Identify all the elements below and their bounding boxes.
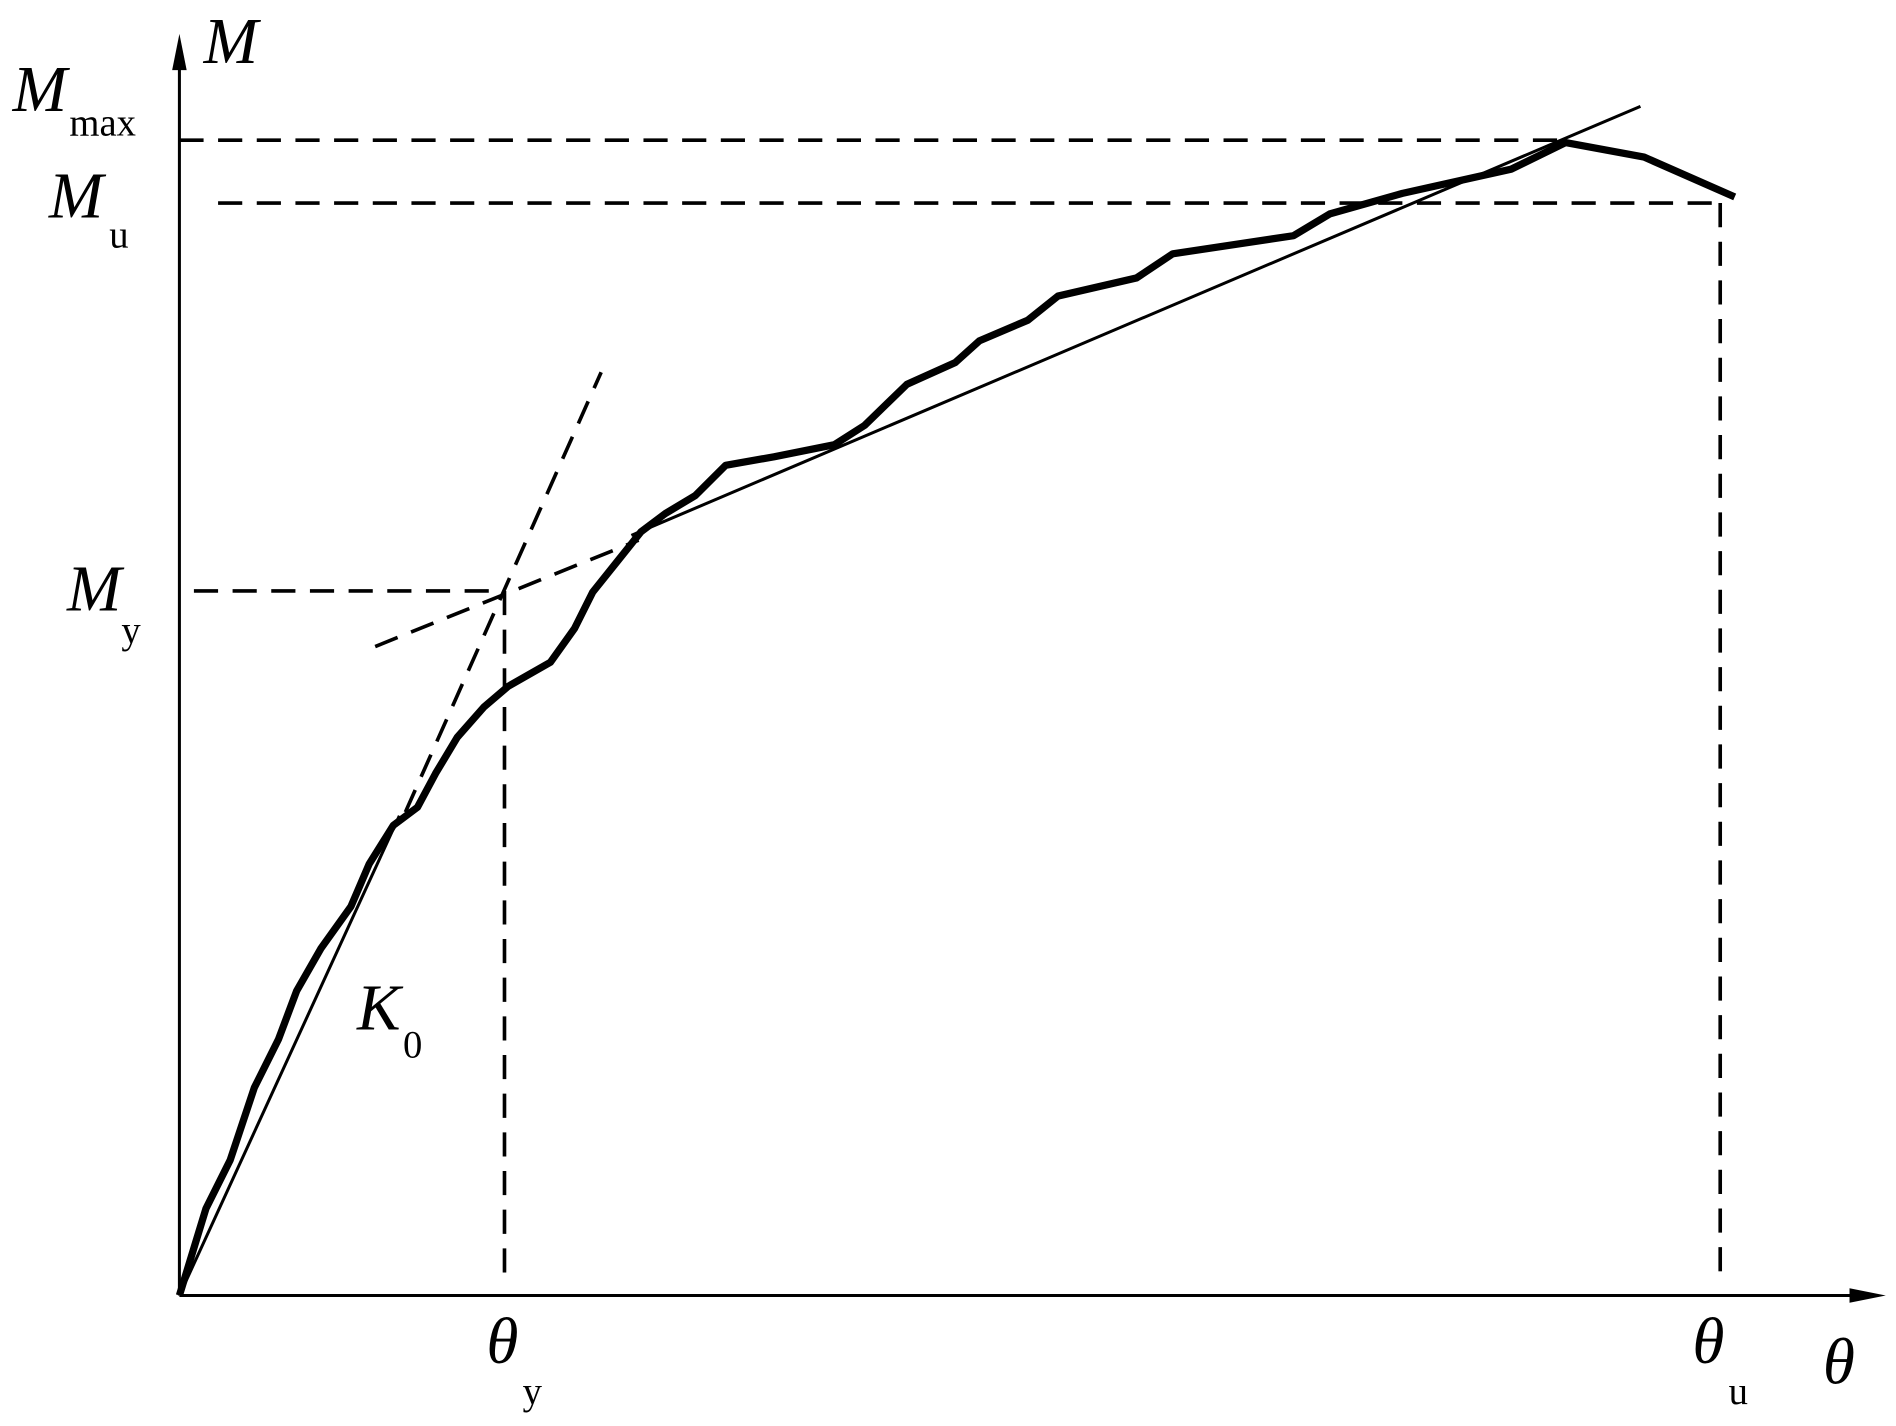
k0-line	[178, 815, 401, 1297]
label-sub: y	[121, 610, 141, 652]
label-sub: 0	[403, 1024, 422, 1066]
label-main: K	[356, 973, 404, 1045]
x-arrow	[1849, 1288, 1886, 1303]
label-sub: u	[109, 215, 128, 257]
elastic-tangent	[403, 371, 603, 813]
label-main: M	[66, 553, 125, 625]
label-sub: u	[1729, 1371, 1748, 1413]
label-main: θ	[486, 1306, 518, 1378]
y-axis-label: M	[203, 6, 262, 78]
label-main: θ	[1692, 1306, 1724, 1378]
hardening-extension	[374, 538, 640, 649]
label-sub: max	[69, 102, 136, 144]
label-main: M	[48, 161, 107, 233]
label-main: M	[12, 54, 71, 126]
y-arrow	[172, 33, 187, 71]
x-axis-label: θ	[1823, 1327, 1855, 1399]
label-sub: y	[523, 1371, 543, 1413]
moment-rotation-curve	[175, 138, 1737, 1297]
